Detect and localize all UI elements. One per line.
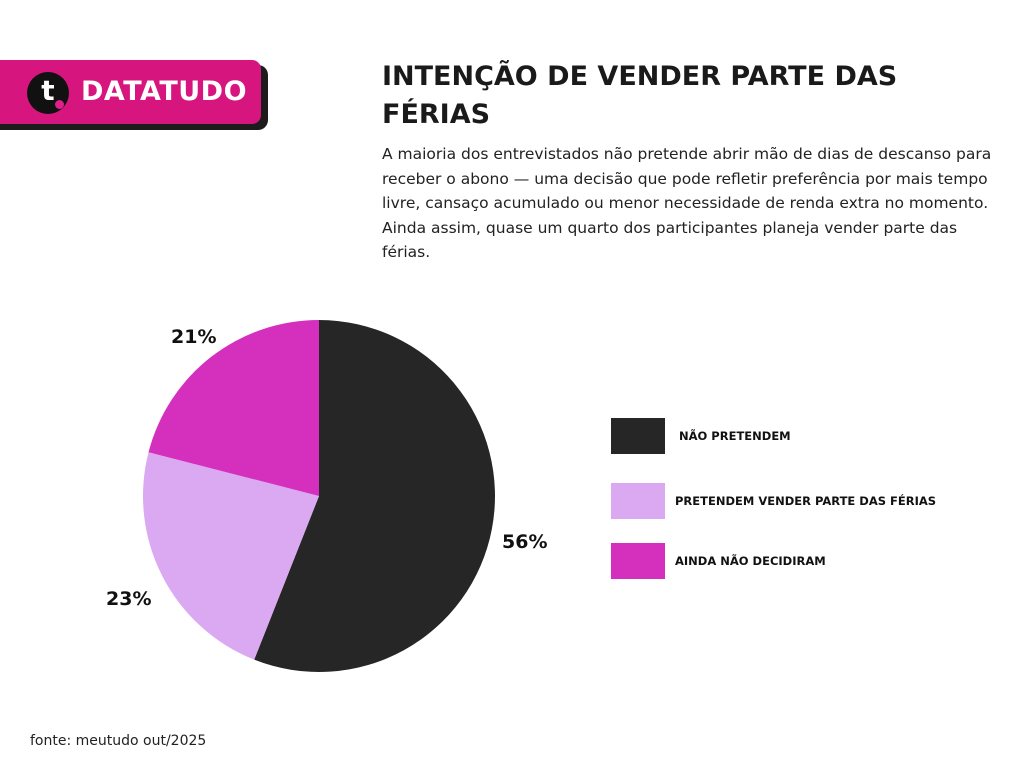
pie-slice-pretendem-vender [142, 452, 319, 660]
logo-dot [55, 100, 64, 109]
pie-slice-nao-pretendem [254, 320, 495, 672]
data-label-pretendem-vender: 23% [106, 588, 152, 610]
pie-slice-ainda-nao-decidiram [148, 320, 319, 496]
legend-swatch-pretendem-vender [611, 483, 665, 519]
source-note: fonte: meutudo out/2025 [30, 733, 207, 749]
legend-swatch-ainda-nao-decidiram [611, 543, 665, 579]
legend-label-ainda-nao-decidiram: AINDA NÃO DECIDIRAM [675, 554, 826, 568]
brand-logo: t DATATUDO [0, 60, 268, 130]
logo-badge: t DATATUDO [0, 60, 261, 124]
brand-name: DATATUDO [81, 76, 248, 107]
legend-swatch-nao-pretendem [611, 418, 665, 454]
chart-title: INTENÇÃO DE VENDER PARTE DAS FÉRIAS [382, 61, 898, 130]
legend-label-nao-pretendem: NÃO PRETENDEM [679, 429, 791, 443]
legend-label-pretendem-vender: PRETENDEM VENDER PARTE DAS FÉRIAS [675, 494, 937, 508]
data-label-ainda-nao-decidiram: 21% [171, 326, 217, 348]
data-label-nao-pretendem: 56% [502, 531, 548, 553]
chart-subtitle: A maioria dos entrevistados não pretende… [382, 145, 992, 261]
